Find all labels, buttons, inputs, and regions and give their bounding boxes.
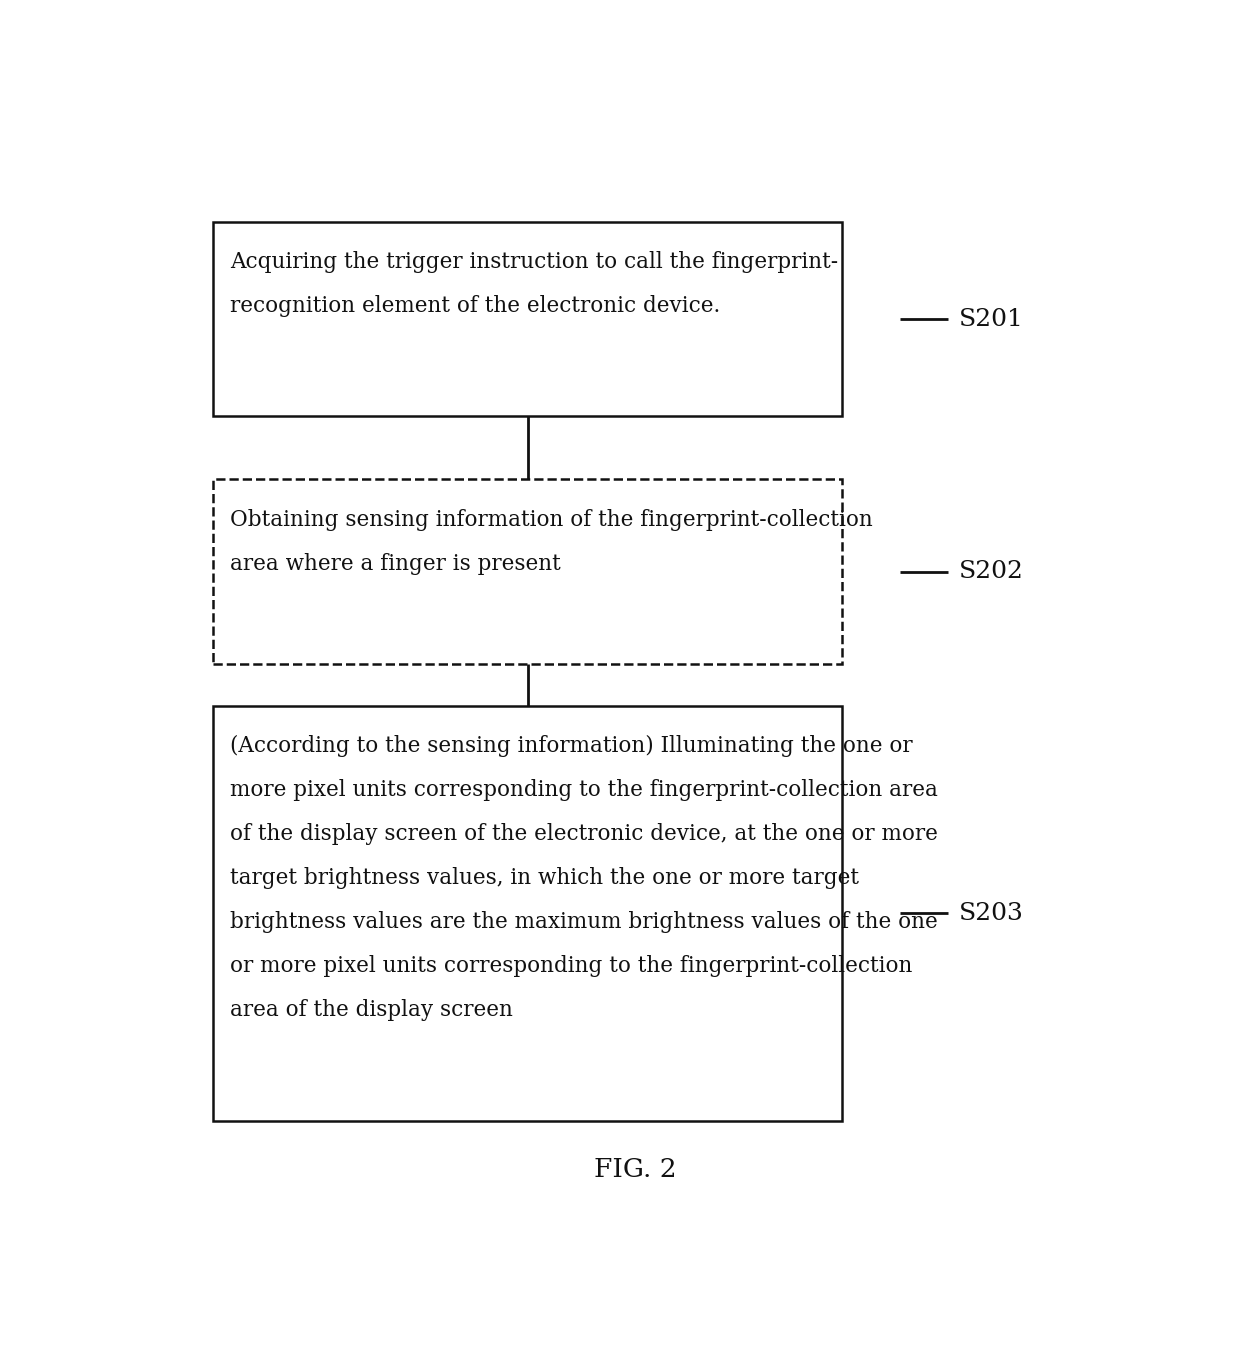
Text: S201: S201 bbox=[960, 307, 1024, 331]
Text: S202: S202 bbox=[960, 560, 1024, 583]
Text: Acquiring the trigger instruction to call the fingerprint-

recognition element : Acquiring the trigger instruction to cal… bbox=[229, 251, 838, 317]
FancyBboxPatch shape bbox=[213, 706, 842, 1121]
Text: S203: S203 bbox=[960, 902, 1024, 925]
FancyBboxPatch shape bbox=[213, 221, 842, 417]
Text: FIG. 2: FIG. 2 bbox=[594, 1157, 677, 1182]
FancyBboxPatch shape bbox=[213, 479, 842, 664]
Text: (According to the sensing information) Illuminating the one or

more pixel units: (According to the sensing information) I… bbox=[229, 735, 937, 1022]
Text: Obtaining sensing information of the fingerprint-collection

area where a finger: Obtaining sensing information of the fin… bbox=[229, 510, 873, 575]
